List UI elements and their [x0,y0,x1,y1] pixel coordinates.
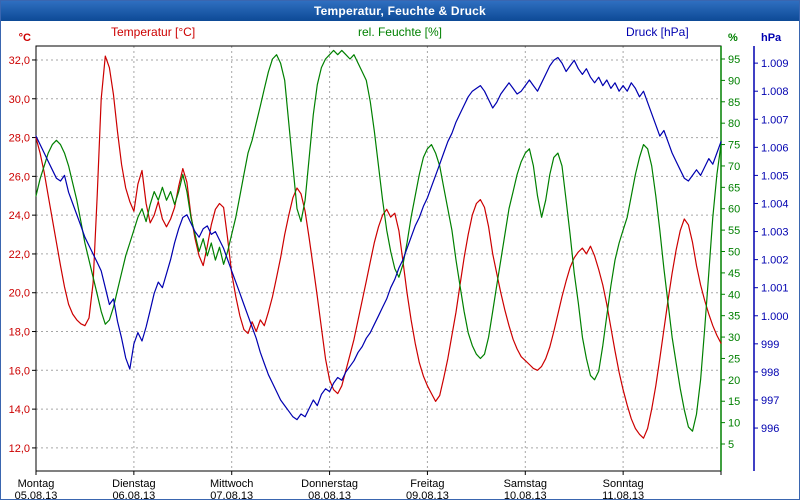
humidity-axis-label: 95 [728,54,740,66]
humidity-axis-label: 25 [728,353,740,365]
x-axis-date-label: 07.08.13 [210,490,253,499]
humidity-axis-label: 75 [728,140,740,152]
temp-axis-label: 12,0 [9,443,30,455]
pressure-axis-label: 1.008 [761,86,789,98]
temp-axis-label: 26,0 [9,171,30,183]
x-axis-date-label: 06.08.13 [112,490,155,499]
pressure-axis-label: 1.005 [761,170,789,182]
pressure-axis-label: 997 [761,395,779,407]
humidity-axis-label: 50 [728,247,740,259]
x-axis-day-label: Sonntag [603,478,644,490]
humidity-axis-label: 60 [728,204,740,216]
plot-border [35,45,722,472]
humidity-axis-label: 5 [728,439,734,451]
temp-axis-label: 32,0 [9,55,30,67]
x-axis-day-label: Donnerstag [301,478,358,490]
legend-row: Temperatur [°C] rel. Feuchte [%] Druck [… [1,25,799,41]
x-axis-day-label: Dienstag [112,478,155,490]
pressure-line [35,56,722,421]
humidity-axis-label: 30 [728,332,740,344]
pressure-axis-label: 998 [761,367,779,379]
pressure-axis-label: 1.004 [761,198,789,210]
pressure-axis-label: 1.002 [761,255,789,267]
humidity-axis-label: 35 [728,311,740,323]
x-axis-day-label: Freitag [410,478,444,490]
x-axis-date-label: 09.08.13 [406,490,449,499]
temp-axis-label: 16,0 [9,365,30,377]
x-axis-date-label: 08.08.13 [308,490,351,499]
temp-axis-label: 14,0 [9,404,30,416]
temp-axis-label: 22,0 [9,249,30,261]
x-axis-day-label: Mittwoch [210,478,253,490]
humidity-axis-label: 45 [728,268,740,280]
pressure-axis-label: 1.009 [761,58,789,70]
humidity-axis-label: 90 [728,75,740,87]
x-axis-date-label: 11.08.13 [602,490,644,499]
humidity-axis-label: 70 [728,161,740,173]
x-axis-date-label: 05.08.13 [15,490,58,499]
humidity-axis-unit: % [728,32,738,44]
humidity-axis-label: 55 [728,225,740,237]
humidity-axis-label: 40 [728,289,740,301]
humidity-axis-label: 15 [728,396,740,408]
pressure-axis-unit: hPa [761,32,782,44]
humidity-axis-label: 20 [728,375,740,387]
temp-axis-unit: °C [19,32,31,44]
x-axis-day-label: Samstag [504,478,547,490]
humidity-axis-label: 80 [728,118,740,130]
pressure-axis-label: 1.001 [761,283,789,295]
legend-temperature: Temperatur [°C] [111,25,196,39]
x-axis-day-label: Montag [18,478,55,490]
temp-axis-label: 18,0 [9,327,30,339]
pressure-axis-label: 996 [761,423,779,435]
title-bar: Temperatur, Feuchte & Druck [1,1,799,21]
window-title: Temperatur, Feuchte & Druck [314,4,486,18]
x-axis-date-label: 10.08.13 [504,490,547,499]
legend-humidity: rel. Feuchte [%] [357,25,443,39]
pressure-axis-label: 1.006 [761,142,789,154]
temp-axis-label: 28,0 [9,133,30,145]
humidity-axis-label: 85 [728,97,740,109]
humidity-line [35,49,722,432]
temperature-line [35,55,722,439]
temp-axis-label: 30,0 [9,94,30,106]
legend-pressure: Druck [hPa] [626,25,689,39]
humidity-axis-label: 10 [728,418,740,430]
pressure-axis-label: 1.003 [761,227,789,239]
pressure-axis-label: 999 [761,339,779,351]
temp-axis-label: 20,0 [9,288,30,300]
pressure-axis-label: 1.000 [761,311,789,323]
humidity-axis-label: 65 [728,182,740,194]
temp-axis-label: 24,0 [9,210,30,222]
pressure-axis-label: 1.007 [761,114,789,126]
